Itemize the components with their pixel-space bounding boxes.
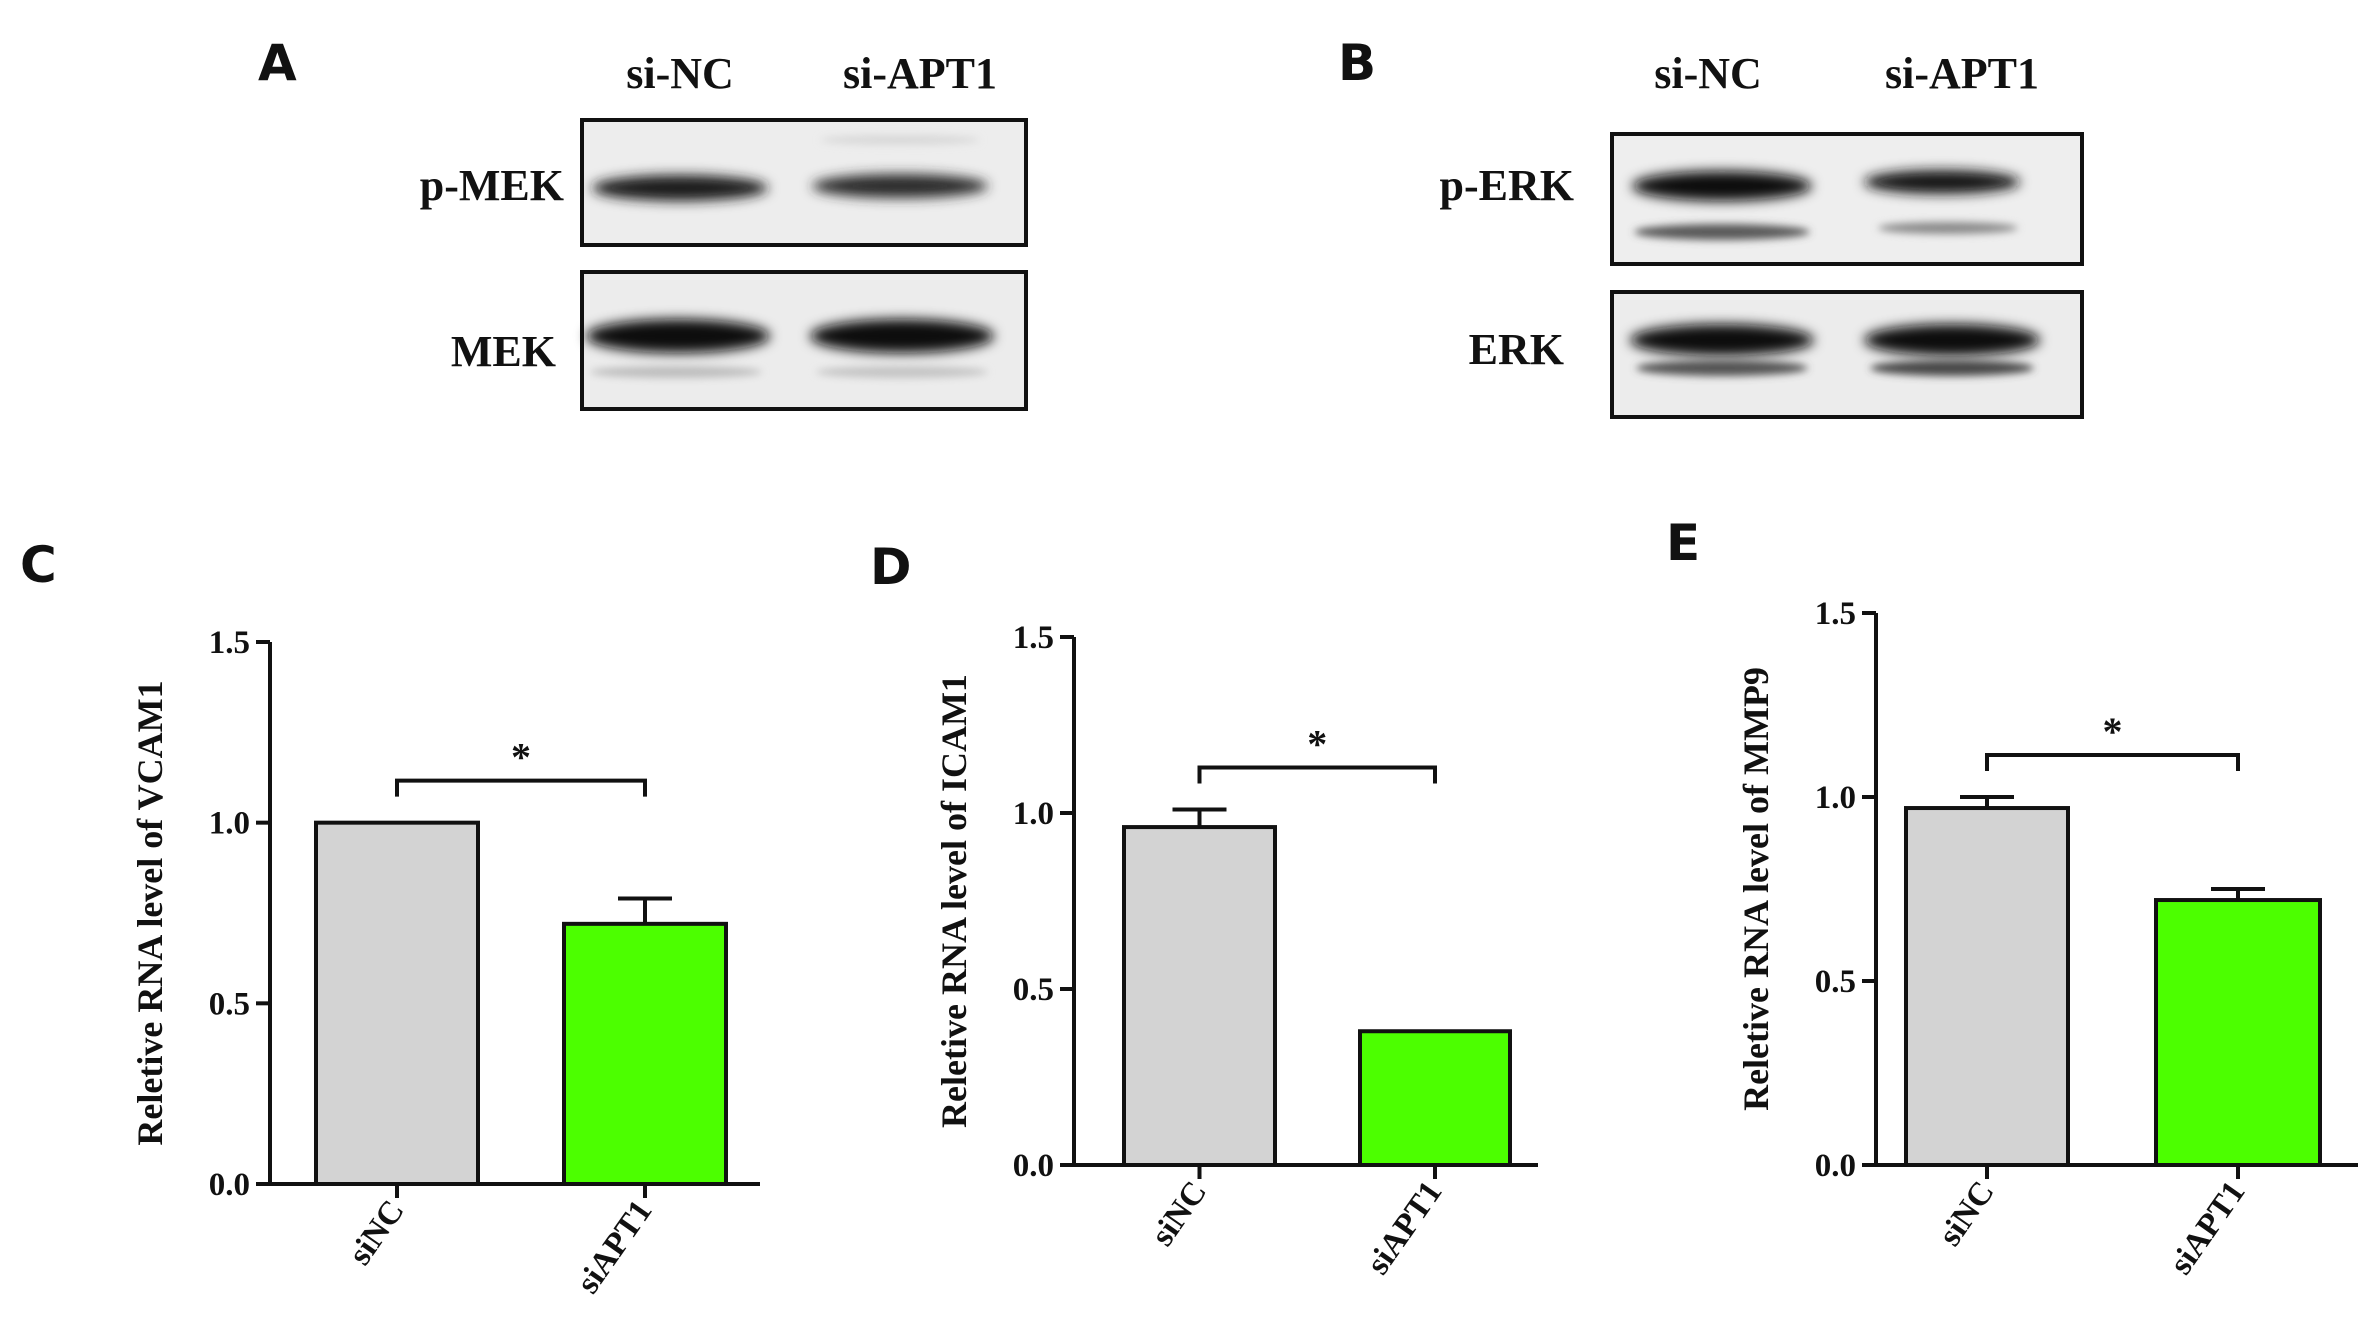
bar-siAPT1 [2154, 898, 2322, 1167]
y-tick-label: 1.5 [1013, 620, 1054, 656]
panel-b-blot-label-2: ERK [1469, 325, 1564, 374]
bar-siAPT1 [1358, 1029, 1512, 1167]
category-label: siNC [1932, 1175, 2001, 1253]
y-tick-label: 0.0 [1815, 1148, 1856, 1184]
band [586, 319, 770, 353]
panel-a-blot-label-1: p-MEK [420, 161, 564, 210]
significance-bracket [395, 778, 647, 797]
panel-b-blot-2 [1610, 290, 2084, 419]
panel-a-blot-2 [580, 270, 1028, 411]
significance-marker: * [1307, 721, 1327, 766]
category-label: siAPT1 [2163, 1175, 2252, 1281]
y-tick-label: 0.0 [209, 1167, 250, 1203]
y-tick-label: 1.5 [209, 625, 250, 661]
y-tick-label: 1.0 [1013, 796, 1054, 832]
bar-siNC [1122, 825, 1277, 1168]
panel-a-lane-label-2: si-APT1 [843, 49, 997, 98]
panel-a-blot-1 [580, 118, 1028, 247]
panel-b-blot-label-1: p-ERK [1440, 161, 1574, 210]
bar-siNC [1904, 806, 2070, 1167]
y-tick-label: 0.5 [1815, 964, 1856, 1000]
band [1630, 324, 1814, 356]
panel-d-letter: D [870, 538, 912, 596]
significance-bracket [1985, 753, 2240, 771]
significance-marker: * [2103, 709, 2123, 754]
band [812, 174, 988, 198]
y-axis-label: Reletive RNA level of MMP9 [1736, 667, 1776, 1111]
panel-a-letter: A [258, 34, 297, 92]
y-axis-label: Reletive RNA level of VCAM1 [130, 680, 170, 1145]
y-tick-label: 1.0 [1815, 780, 1856, 816]
category-label: siAPT1 [570, 1194, 659, 1300]
panel-a-western-blot: A si-NC si-APT1 p-MEK MEK [258, 34, 1028, 411]
panel-b-letter: B [1338, 34, 1376, 92]
band [592, 175, 768, 201]
panel-c-bar-chart: C 0.0 0.5 1.0 1.5 Reletive RNA level of VCAM… [20, 536, 760, 1300]
band [1864, 324, 2040, 356]
y-tick-label: 0.5 [1013, 972, 1054, 1008]
category-label: siAPT1 [1360, 1175, 1449, 1281]
panel-d-bar-chart: D 0.0 0.5 1.0 1.5 Reletive RNA level of ICAM… [870, 538, 1538, 1281]
panel-a-lane-label-1: si-NC [626, 49, 734, 98]
panel-a-blot-label-2: MEK [451, 327, 556, 376]
panel-b-western-blot: B si-NC si-APT1 p-ERK ERK [1338, 34, 2084, 419]
panel-b-blot-1 [1610, 132, 2084, 266]
significance-bracket [1197, 765, 1437, 784]
y-tick-label: 1.0 [209, 806, 250, 842]
panel-e-letter: E [1666, 514, 1700, 572]
panel-e-bar-chart: E 0.0 0.5 1.0 1.5 Reletive RNA level of MMP9… [1666, 514, 2358, 1281]
band [1864, 170, 2020, 194]
bar-siNC [314, 820, 480, 1187]
y-tick-label: 0.0 [1013, 1148, 1054, 1184]
category-label: siNC [342, 1194, 411, 1272]
panel-b-lane-label-2: si-APT1 [1885, 49, 2039, 98]
band [1878, 222, 2018, 234]
panel-b-lane-label-1: si-NC [1654, 49, 1762, 98]
category-label: siNC [1145, 1175, 1214, 1253]
band [810, 319, 994, 353]
band [1634, 224, 1810, 240]
y-tick-label: 1.5 [1815, 596, 1856, 632]
band [1632, 171, 1812, 201]
y-tick-label: 0.5 [209, 986, 250, 1022]
significance-marker: * [511, 735, 531, 780]
y-axis-label: Reletive RNA level of ICAM1 [934, 674, 974, 1128]
bar-siAPT1 [562, 921, 728, 1187]
panel-c-letter: C [20, 536, 57, 594]
